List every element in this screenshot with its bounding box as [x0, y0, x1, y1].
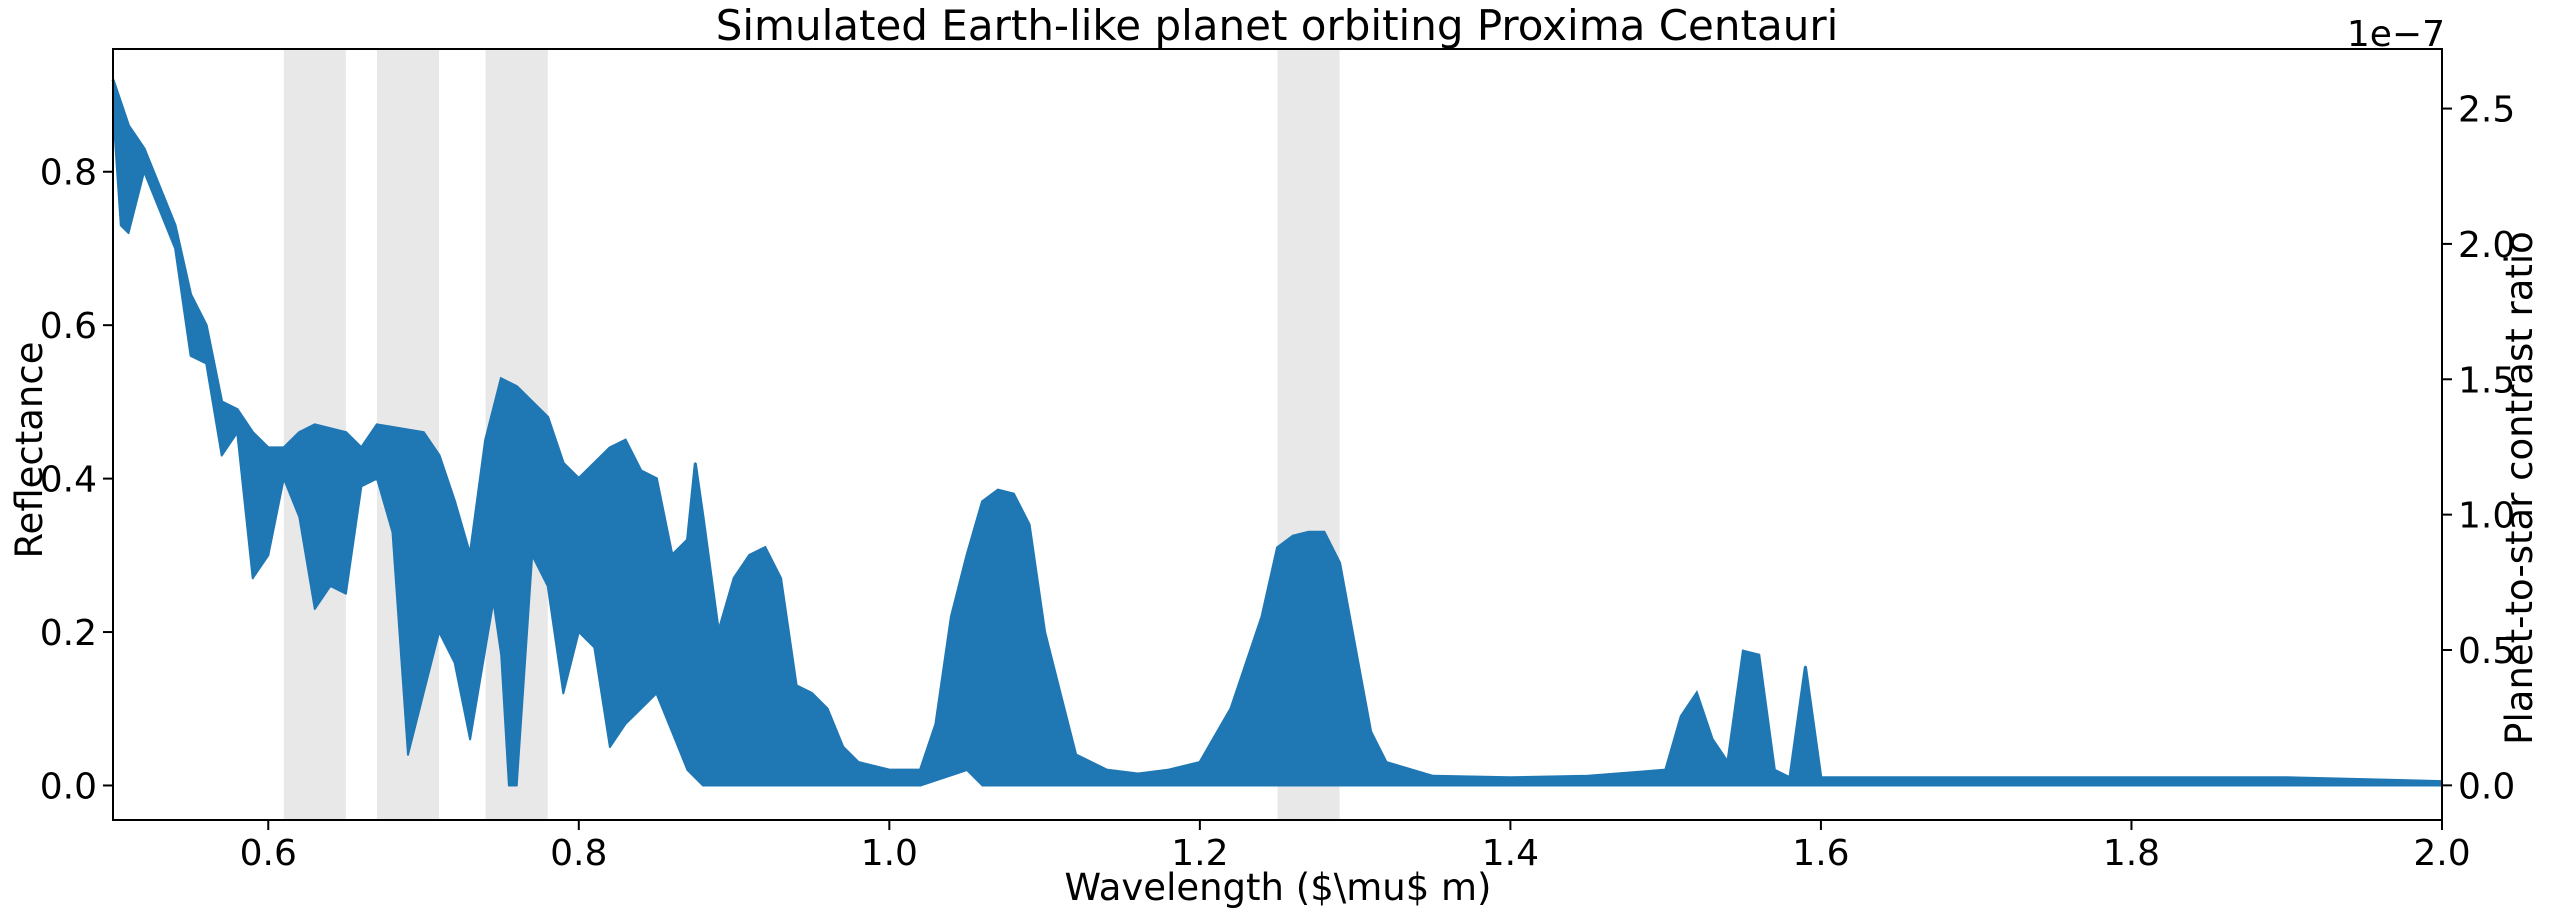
y2-axis-label: Planet-to-star contrast ratio [2498, 231, 2541, 745]
y2-tick-label: 1.5 [2458, 360, 2515, 401]
y-tick-label: 0.8 [40, 153, 97, 194]
plot-frame [112, 48, 2443, 821]
x-tick-label: 1.2 [1171, 833, 1228, 874]
x-axis-ticks: 0.6 0.8 1.0 1.2 1.4 1.6 1.8 2.0 [240, 820, 2471, 874]
x-tick-label: 1.0 [861, 833, 918, 874]
y-axis-ticks: 0.0 0.2 0.4 0.6 0.8 [40, 153, 113, 807]
chart-title: Simulated Earth-like planet orbiting Pro… [716, 1, 1839, 50]
y2-tick-label: 1.0 [2458, 496, 2515, 537]
y2-tick-label: 2.5 [2458, 90, 2515, 131]
spectrum-upper-line [111, 79, 2443, 784]
y2-axis-ticks: 0.0 0.5 1.0 1.5 2.0 2.5 [2442, 90, 2515, 807]
x-tick-label: 1.8 [2103, 833, 2160, 874]
x-tick-label: 2.0 [2413, 833, 2470, 874]
y-tick-label: 0.6 [40, 306, 97, 347]
x-tick-label: 0.6 [240, 833, 297, 874]
y-axis-label: Reflectance [8, 342, 51, 559]
y2-tick-label: 0.0 [2458, 766, 2515, 807]
x-axis-label: Wavelength ($\mu$ m) [1065, 866, 1492, 909]
y2-tick-label: 2.0 [2458, 225, 2515, 266]
y2-tick-label: 0.5 [2458, 631, 2515, 672]
y-tick-label: 0.2 [40, 613, 97, 654]
y-tick-label: 0.0 [40, 766, 97, 807]
y2-offset-text: 1e−7 [2347, 14, 2445, 55]
spectrum-series [111, 78, 2443, 787]
x-tick-label: 0.8 [550, 833, 607, 874]
x-tick-label: 1.4 [1482, 833, 1539, 874]
x-tick-label: 1.6 [1792, 833, 1849, 874]
y-tick-label: 0.4 [40, 460, 97, 501]
